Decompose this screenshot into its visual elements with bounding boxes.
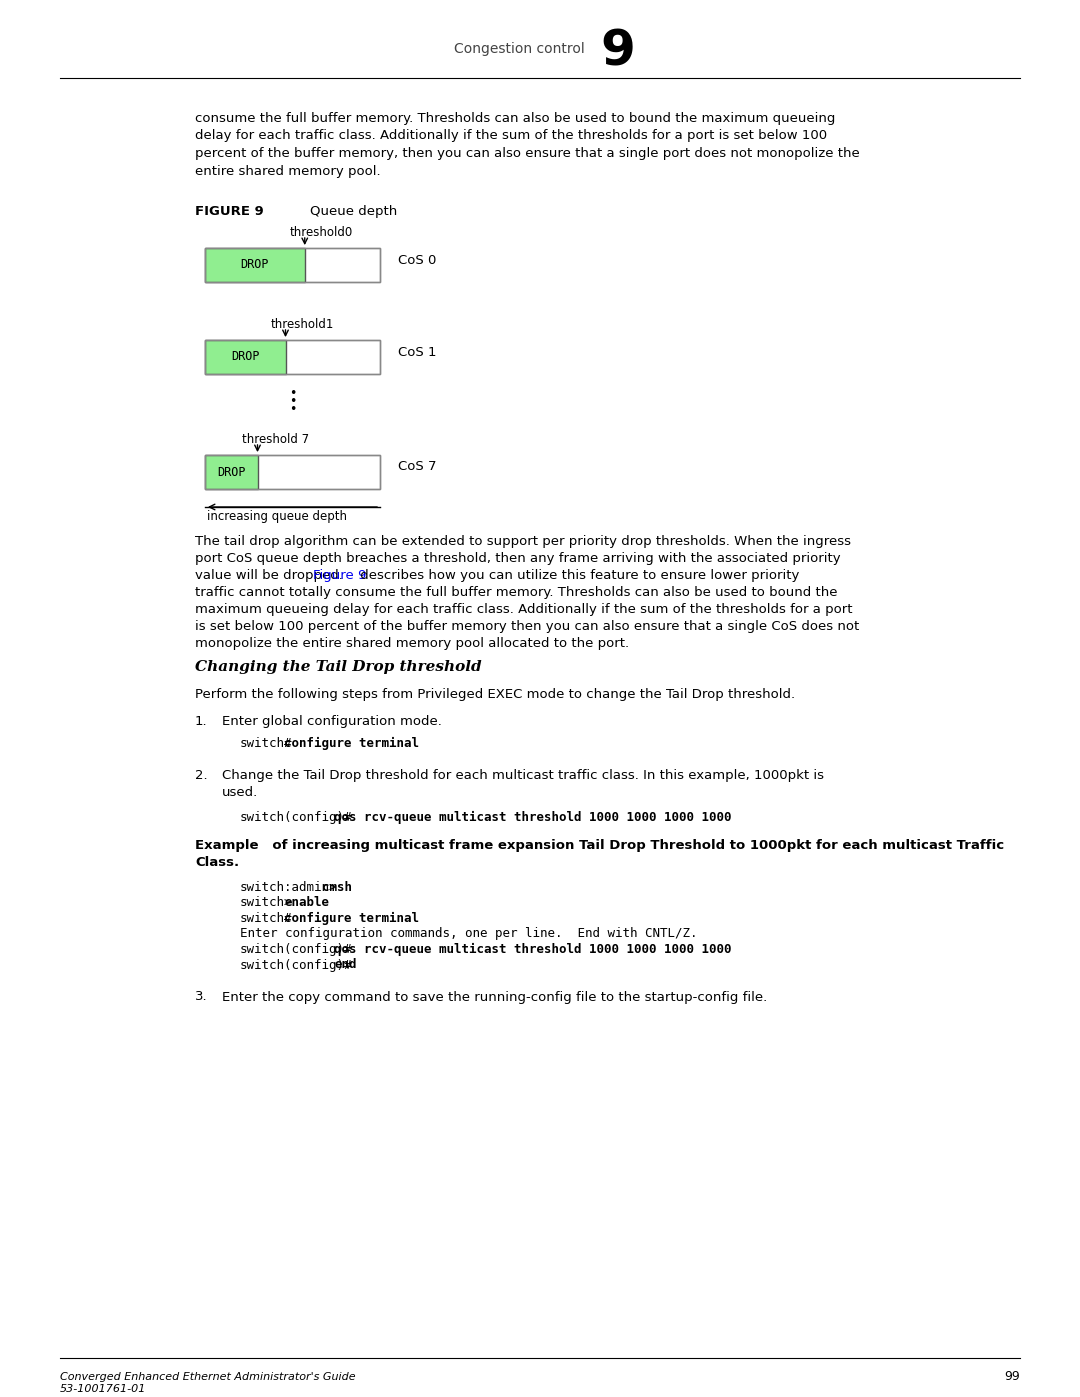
Text: Figure 9: Figure 9 — [313, 569, 366, 583]
Text: increasing queue depth: increasing queue depth — [207, 510, 347, 522]
Bar — [205, 339, 285, 374]
Text: Converged Enhanced Ethernet Administrator's Guide: Converged Enhanced Ethernet Administrato… — [60, 1372, 355, 1382]
Text: CoS 7: CoS 7 — [399, 461, 436, 474]
Text: switch#: switch# — [240, 738, 293, 750]
Text: •: • — [288, 395, 296, 408]
Text: •: • — [288, 404, 296, 416]
Bar — [205, 249, 305, 282]
Bar — [205, 249, 380, 282]
Text: configure terminal: configure terminal — [284, 738, 419, 750]
Text: DROP: DROP — [217, 465, 245, 479]
Text: describes how you can utilize this feature to ensure lower priority: describes how you can utilize this featu… — [355, 569, 799, 583]
Text: FIGURE 9: FIGURE 9 — [195, 205, 264, 218]
Text: Perform the following steps from Privileged EXEC mode to change the Tail Drop th: Perform the following steps from Privile… — [195, 687, 795, 701]
Text: end: end — [335, 958, 357, 971]
Bar — [205, 455, 380, 489]
Text: entire shared memory pool.: entire shared memory pool. — [195, 165, 380, 177]
Text: Changing the Tail Drop threshold: Changing the Tail Drop threshold — [195, 659, 482, 673]
Text: 9: 9 — [600, 28, 635, 75]
Bar — [205, 249, 380, 282]
Bar — [205, 455, 257, 489]
Text: switch>: switch> — [240, 897, 293, 909]
Text: switch:admin>: switch:admin> — [240, 882, 337, 894]
Text: 53-1001761-01: 53-1001761-01 — [60, 1384, 147, 1394]
Text: CoS 1: CoS 1 — [399, 345, 436, 359]
Text: configure terminal: configure terminal — [284, 912, 419, 925]
Text: threshold1: threshold1 — [270, 319, 334, 331]
Text: switch(config)#: switch(config)# — [240, 958, 352, 971]
Text: used.: used. — [222, 787, 258, 799]
Text: DROP: DROP — [241, 258, 269, 271]
Text: consume the full buffer memory. Thresholds can also be used to bound the maximum: consume the full buffer memory. Threshol… — [195, 112, 835, 124]
Bar — [205, 339, 285, 374]
Text: 3.: 3. — [195, 990, 207, 1003]
Text: 1.: 1. — [195, 715, 207, 728]
Text: threshold0: threshold0 — [289, 226, 353, 239]
Bar — [205, 249, 305, 282]
Text: delay for each traffic class. Additionally if the sum of the thresholds for a po: delay for each traffic class. Additional… — [195, 130, 827, 142]
Text: Congestion control: Congestion control — [455, 42, 585, 56]
Text: Enter global configuration mode.: Enter global configuration mode. — [222, 715, 442, 728]
Text: is set below 100 percent of the buffer memory then you can also ensure that a si: is set below 100 percent of the buffer m… — [195, 620, 860, 633]
Text: The tail drop algorithm can be extended to support per priority drop thresholds.: The tail drop algorithm can be extended … — [195, 535, 851, 548]
Bar — [205, 339, 380, 374]
Text: •: • — [288, 387, 296, 401]
Text: maximum queueing delay for each traffic class. Additionally if the sum of the th: maximum queueing delay for each traffic … — [195, 604, 852, 616]
Text: qos rcv-queue multicast threshold 1000 1000 1000 1000: qos rcv-queue multicast threshold 1000 1… — [335, 943, 732, 956]
Bar — [205, 455, 380, 489]
Text: monopolize the entire shared memory pool allocated to the port.: monopolize the entire shared memory pool… — [195, 637, 630, 650]
Text: Enter the copy command to save the running-config file to the startup-config fil: Enter the copy command to save the runni… — [222, 990, 767, 1003]
Bar — [205, 455, 257, 489]
Text: switch#: switch# — [240, 912, 293, 925]
Text: value will be dropped.: value will be dropped. — [195, 569, 347, 583]
Text: Enter configuration commands, one per line.  End with CNTL/Z.: Enter configuration commands, one per li… — [240, 928, 698, 940]
Text: switch(config)#: switch(config)# — [240, 812, 352, 824]
Bar — [205, 339, 380, 374]
Text: traffic cannot totally consume the full buffer memory. Thresholds can also be us: traffic cannot totally consume the full … — [195, 585, 837, 599]
Text: 2.: 2. — [195, 768, 207, 782]
Text: Class.: Class. — [195, 856, 239, 869]
Text: cmsh: cmsh — [322, 882, 352, 894]
Text: percent of the buffer memory, then you can also ensure that a single port does n: percent of the buffer memory, then you c… — [195, 147, 860, 161]
Text: CoS 0: CoS 0 — [399, 253, 436, 267]
Text: qos rcv-queue multicast threshold 1000 1000 1000 1000: qos rcv-queue multicast threshold 1000 1… — [335, 812, 732, 824]
Text: 99: 99 — [1004, 1369, 1020, 1383]
Text: Queue depth: Queue depth — [310, 205, 397, 218]
Text: Change the Tail Drop threshold for each multicast traffic class. In this example: Change the Tail Drop threshold for each … — [222, 768, 824, 782]
Text: DROP: DROP — [231, 351, 259, 363]
Text: threshold 7: threshold 7 — [243, 433, 310, 446]
Text: switch(config)#: switch(config)# — [240, 943, 352, 956]
Text: port CoS queue depth breaches a threshold, then any frame arriving with the asso: port CoS queue depth breaches a threshol… — [195, 552, 840, 564]
Text: enable: enable — [284, 897, 329, 909]
Text: Example   of increasing multicast frame expansion Tail Drop Threshold to 1000pkt: Example of increasing multicast frame ex… — [195, 840, 1004, 852]
